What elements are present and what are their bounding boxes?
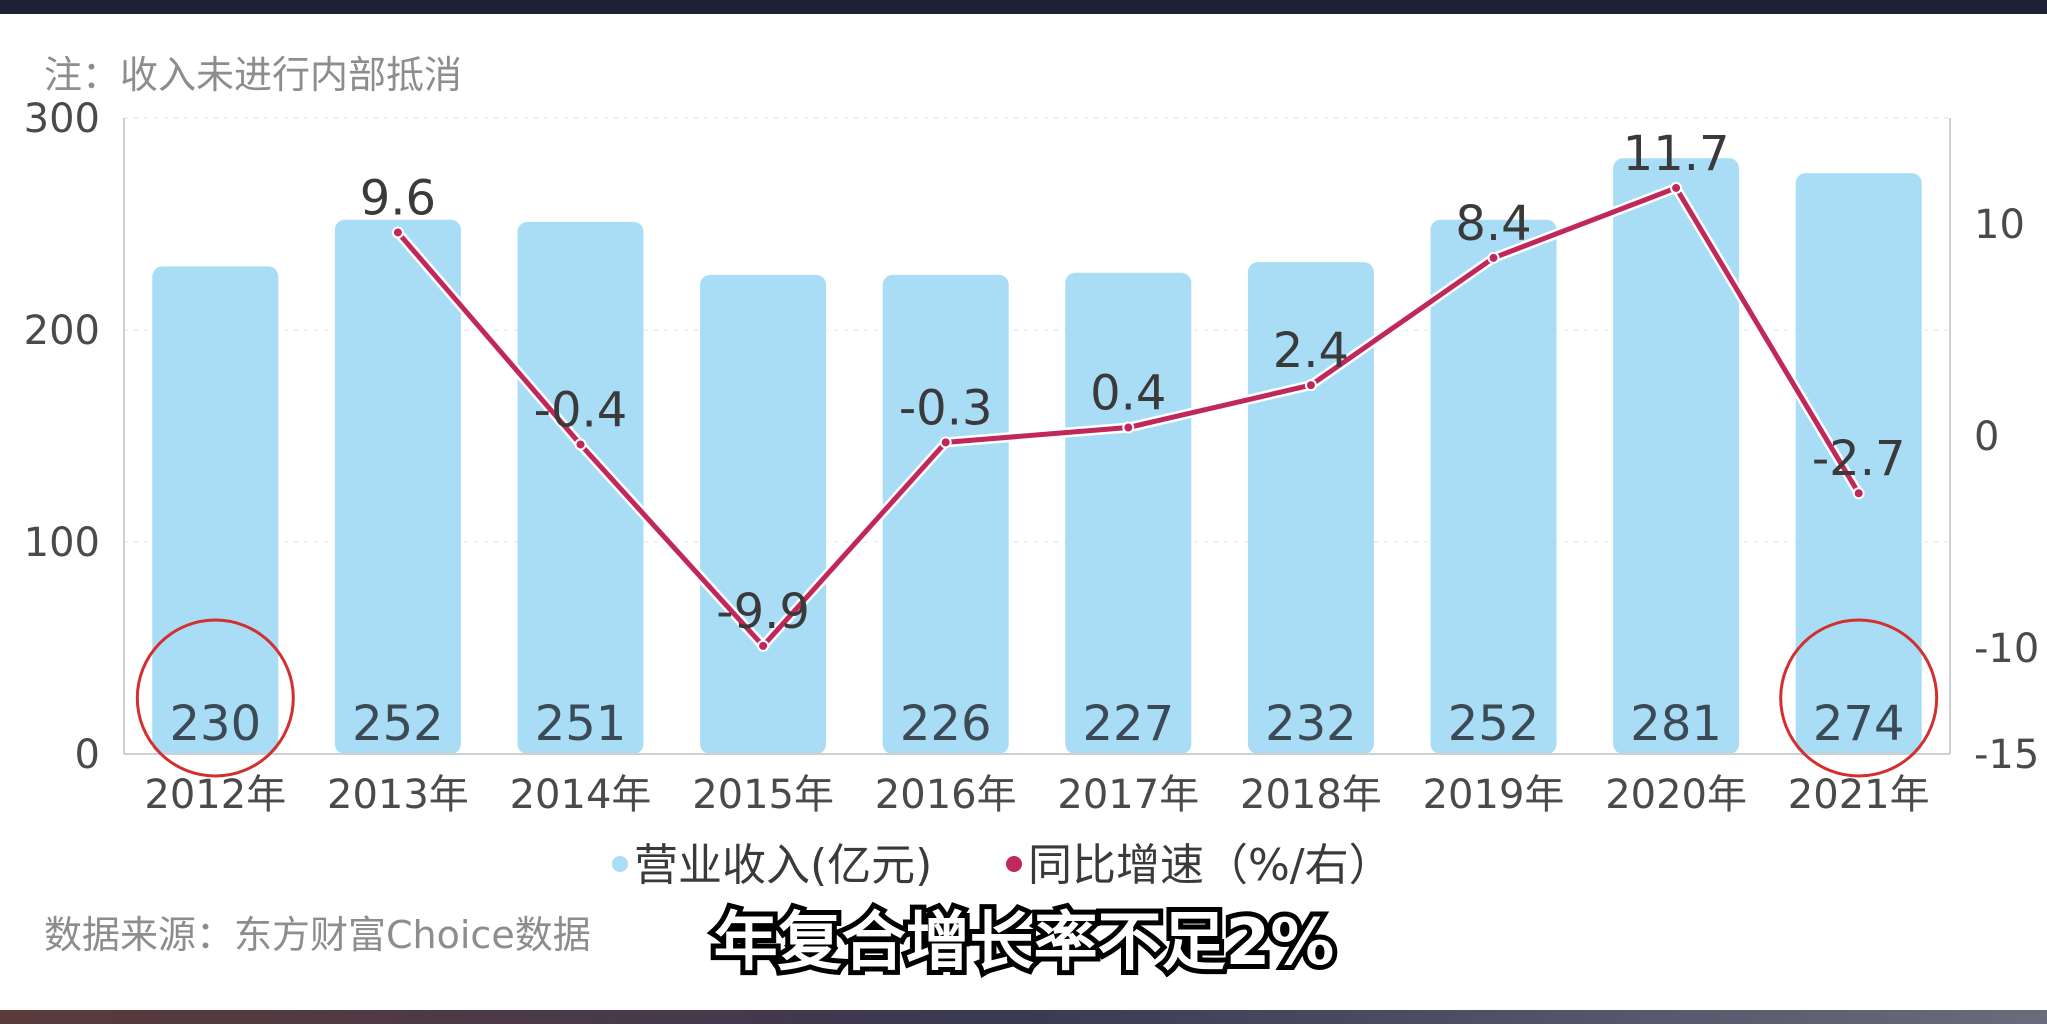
highlight-circles <box>135 618 1939 778</box>
rate-value-labels: 9.6 -0.4 -9.9 -0.3 0.4 2.4 8.4 11.7 -2.7 <box>360 126 1906 640</box>
right-axis-ticks: -15 -10 0 10 <box>1974 202 2039 778</box>
right-tick-0: -15 <box>1974 732 2039 778</box>
growth-point-4 <box>939 436 952 449</box>
bar-label-5: 227 <box>1082 696 1174 752</box>
growth-point-5 <box>1122 421 1135 434</box>
growth-line <box>391 181 1865 652</box>
chart-note: 注：收入未进行内部抵消 <box>44 53 462 97</box>
x-tick-0: 2012年 <box>144 772 286 818</box>
rate-label-2: -0.4 <box>534 382 628 438</box>
rate-label-9: -2.7 <box>1812 431 1906 487</box>
legend-marker-growth <box>1006 856 1022 872</box>
bar-label-0: 230 <box>169 696 261 752</box>
x-tick-8: 2020年 <box>1605 772 1747 818</box>
bar-7 <box>1430 219 1557 754</box>
bar-3 <box>700 274 827 754</box>
bar-0 <box>152 266 279 754</box>
data-source: 数据来源：东方财富Choice数据 <box>44 913 591 957</box>
x-tick-3: 2015年 <box>692 772 834 818</box>
right-tick-3: 10 <box>1974 202 2025 248</box>
rate-label-6: 2.4 <box>1273 323 1349 379</box>
left-tick-1: 100 <box>24 520 100 566</box>
rate-label-3: -9.9 <box>716 584 810 640</box>
bar-6 <box>1247 262 1374 754</box>
revenue-bars <box>152 158 1922 754</box>
legend: 营业收入(亿元) 同比增速（%/右） <box>612 840 1393 891</box>
subtitle-caption: 年复合增长率不足2% <box>714 906 1335 980</box>
bar-label-9: 274 <box>1813 696 1905 752</box>
x-tick-9: 2021年 <box>1788 772 1930 818</box>
x-tick-1: 2013年 <box>327 772 469 818</box>
bar-9 <box>1795 173 1922 754</box>
bar-label-6: 232 <box>1265 696 1357 752</box>
x-tick-6: 2018年 <box>1240 772 1382 818</box>
highlight-circle-1 <box>1779 618 1939 778</box>
growth-point-9 <box>1852 487 1865 500</box>
legend-label-revenue: 营业收入(亿元) <box>634 840 932 891</box>
bar-label-7: 252 <box>1448 696 1540 752</box>
x-tick-2: 2014年 <box>510 772 652 818</box>
legend-marker-revenue <box>612 856 628 872</box>
bar-4 <box>882 274 1009 754</box>
video-bottom-strip <box>0 1010 2047 1024</box>
bar-2 <box>517 221 644 754</box>
x-tick-4: 2016年 <box>875 772 1017 818</box>
bar-8 <box>1613 158 1740 754</box>
rate-label-5: 0.4 <box>1090 366 1166 422</box>
bar-label-8: 281 <box>1630 696 1722 752</box>
rate-label-8: 11.7 <box>1623 126 1730 182</box>
x-axis-ticks: 2012年 2013年 2014年 2015年 2016年 2017年 2018年 2019年… <box>144 772 1929 818</box>
rate-label-1: 9.6 <box>360 170 436 226</box>
legend-label-growth: 同比增速（%/右） <box>1028 840 1393 891</box>
bar-1 <box>334 219 461 754</box>
left-tick-0: 0 <box>75 732 100 778</box>
x-tick-7: 2019年 <box>1423 772 1565 818</box>
bar-value-labels: 230 252 251 226 227 232 252 281 274 <box>169 696 1904 752</box>
growth-point-3 <box>757 639 770 652</box>
axes <box>123 118 1951 755</box>
left-tick-3: 300 <box>24 96 100 142</box>
growth-point-2 <box>574 438 587 451</box>
bar-label-2: 251 <box>535 696 627 752</box>
left-axis-ticks: 0 100 200 300 <box>24 96 100 778</box>
chart-frame: 注：收入未进行内部抵消 0 100 200 300 -15 -10 0 10 2012年 20… <box>0 14 2047 1010</box>
growth-point-8 <box>1670 181 1683 194</box>
right-tick-2: 0 <box>1974 414 1999 460</box>
growth-point-6 <box>1304 379 1317 392</box>
bar-label-1: 252 <box>352 696 444 752</box>
highlight-circle-0 <box>135 618 295 778</box>
x-tick-5: 2017年 <box>1057 772 1199 818</box>
left-tick-2: 200 <box>24 308 100 354</box>
bar-label-4: 226 <box>900 696 992 752</box>
growth-point-7 <box>1487 251 1500 264</box>
rate-label-4: -0.3 <box>899 380 993 436</box>
growth-point-1 <box>391 226 404 239</box>
bar-5 <box>1065 272 1192 754</box>
video-top-strip <box>0 0 2047 14</box>
rate-label-7: 8.4 <box>1455 196 1531 252</box>
right-tick-1: -10 <box>1974 626 2039 672</box>
